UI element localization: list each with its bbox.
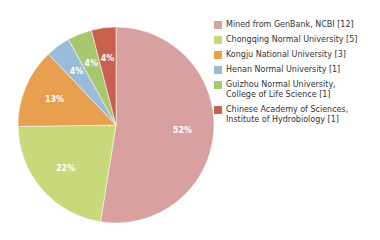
svg-text:22%: 22% — [56, 164, 75, 173]
svg-text:4%: 4% — [84, 59, 98, 68]
html-text:Guizhou Normal University,: Guizhou Normal University, — [226, 80, 336, 89]
html-text:Mined from GenBank, NCBI [12]: Mined from GenBank, NCBI [12] — [226, 20, 354, 29]
svg-text:4%: 4% — [70, 67, 84, 76]
svg-text:4%: 4% — [101, 54, 115, 63]
html-text:Institute of Hydrobiology [1]: Institute of Hydrobiology [1] — [226, 115, 339, 124]
svg-text:13%: 13% — [45, 95, 64, 104]
html-text:Chinese Academy of Sciences,: Chinese Academy of Sciences, — [226, 105, 349, 114]
html-text:Kongju National University [3]: Kongju National University [3] — [226, 50, 346, 59]
html-text:Henan Normal University [1]: Henan Normal University [1] — [226, 65, 341, 74]
svg-text:52%: 52% — [173, 126, 192, 135]
html-text:Chongqing Normal University [5: Chongqing Normal University [5] — [226, 35, 358, 44]
html-text:College of Life Science [1]: College of Life Science [1] — [226, 90, 331, 99]
